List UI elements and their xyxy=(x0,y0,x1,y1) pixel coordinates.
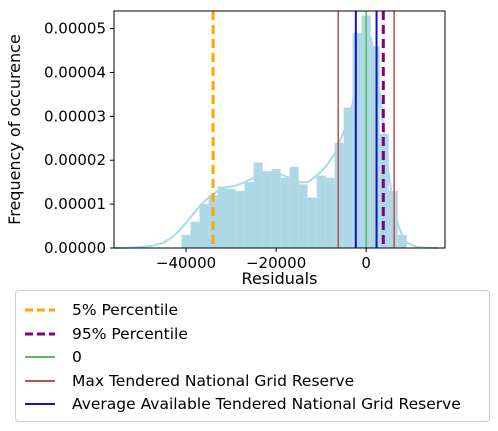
histogram-bar xyxy=(379,133,389,248)
legend-item: 0 xyxy=(24,346,82,368)
histogram-bar xyxy=(181,234,191,248)
y-tick-label: 0.00003 xyxy=(44,107,106,125)
reference-lines xyxy=(211,11,395,248)
legend-swatch xyxy=(25,403,55,405)
histogram-bar xyxy=(199,204,209,248)
histogram-bar xyxy=(262,171,272,248)
legend-swatch xyxy=(25,379,55,382)
histogram-bar xyxy=(370,46,380,248)
histogram-bar xyxy=(325,177,335,248)
histogram-bar xyxy=(334,142,344,248)
histogram-bar xyxy=(316,175,326,248)
x-tick-label: −20000 xyxy=(246,254,306,272)
legend-item: 5% Percentile xyxy=(24,299,178,321)
histogram-bar xyxy=(244,182,254,248)
y-tick-label: 0.00000 xyxy=(44,239,106,257)
legend-swatch xyxy=(25,356,55,358)
histogram-bar xyxy=(388,190,398,248)
legend-label: Average Available Tendered National Grid… xyxy=(72,395,461,413)
histogram-bar xyxy=(217,186,227,248)
x-axis-ticks: −40000 −20000 0 xyxy=(156,248,371,272)
y-tick-label: 0.00004 xyxy=(44,63,106,81)
legend-item: 95% Percentile xyxy=(24,323,188,345)
legend-label: 95% Percentile xyxy=(72,324,188,343)
histogram-bar xyxy=(343,107,353,248)
legend-label: 0 xyxy=(72,348,82,366)
histogram-bar xyxy=(307,197,317,248)
x-axis-label: Residuals xyxy=(242,269,318,288)
plot-area-frame xyxy=(113,10,446,249)
histogram-bar xyxy=(289,166,299,248)
y-tick-label: 0.00005 xyxy=(44,20,106,38)
histogram-bar xyxy=(271,169,281,248)
histogram-bar xyxy=(298,184,308,248)
legend-item: Average Available Tendered National Grid… xyxy=(24,393,461,415)
x-tick-label: −40000 xyxy=(156,254,216,272)
y-axis-ticks: 0.00000 0.00001 0.00002 0.00003 0.00004 0.000… xyxy=(44,20,114,257)
legend-item: Max Tendered National Grid Reserve xyxy=(24,370,354,392)
histogram-bar xyxy=(226,188,236,248)
histogram-bar xyxy=(190,221,200,248)
histogram-bar xyxy=(352,32,362,248)
y-tick-label: 0.00001 xyxy=(44,195,106,213)
legend: 5% Percentile 95% Percentile 0 Max Tendered… xyxy=(15,290,490,422)
legend-label: Max Tendered National Grid Reserve xyxy=(72,371,355,390)
legend-swatch xyxy=(25,308,55,312)
histogram-bar xyxy=(397,234,407,248)
legend-swatch xyxy=(25,332,55,335)
kde-curve xyxy=(113,28,439,249)
x-tick-label: 0 xyxy=(361,254,371,272)
histogram-bar xyxy=(235,190,245,248)
y-tick-label: 0.00002 xyxy=(44,151,106,169)
histogram-bar xyxy=(280,177,290,248)
y-axis-label: Frequency of occurence xyxy=(5,34,24,225)
histogram-bar xyxy=(253,162,263,248)
histogram-chart: −40000 −20000 0 0.000000.000010.000020.000… xyxy=(5,10,446,288)
legend-label: 5% Percentile xyxy=(72,301,178,319)
